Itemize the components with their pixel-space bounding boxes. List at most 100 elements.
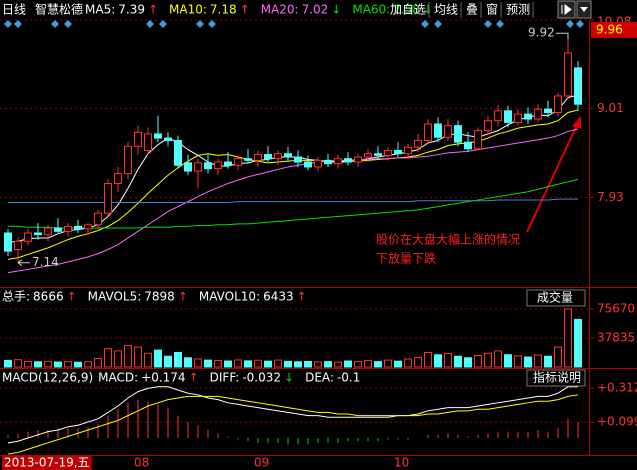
volume-bar <box>534 354 542 368</box>
volume-bar <box>294 361 302 368</box>
candle-body <box>54 227 62 232</box>
legend-trend: ↓ <box>284 371 294 385</box>
volume-bar <box>524 356 532 368</box>
event-marker[interactable] <box>484 20 492 28</box>
volume-bar <box>64 361 72 368</box>
legend-value: 7.02 <box>302 3 329 17</box>
volume-bar <box>274 359 282 368</box>
volume-bar <box>354 360 362 368</box>
panel-button-label[interactable]: 成交量 <box>537 290 573 305</box>
legend-value: +0.174 <box>141 371 185 385</box>
period[interactable]: 日线 <box>2 3 26 17</box>
candle-body <box>294 156 302 163</box>
panel-button[interactable] <box>526 289 586 307</box>
y-tick-label: 7.93 <box>597 190 624 204</box>
toolbar-button[interactable]: 预测 <box>506 3 530 17</box>
candle-body <box>244 158 252 161</box>
event-marker[interactable] <box>566 20 574 28</box>
candle-body <box>384 149 392 156</box>
volume-bar <box>214 359 222 368</box>
candle-body <box>394 149 402 155</box>
volume-bar <box>394 360 402 368</box>
event-marker[interactable] <box>14 20 22 28</box>
event-marker[interactable] <box>4 20 12 28</box>
legend-trend: ↓ <box>331 3 341 17</box>
candle-body <box>484 120 492 132</box>
event-marker[interactable] <box>496 20 504 28</box>
volume-bar <box>434 354 442 368</box>
legend-value: 7898 <box>144 290 175 304</box>
event-marker[interactable] <box>51 20 59 28</box>
x-tick-label: 2013-07-19,五 <box>4 456 90 470</box>
candle-body <box>274 153 282 160</box>
panel-button[interactable] <box>526 369 586 387</box>
event-marker[interactable] <box>196 20 204 28</box>
candle-body <box>134 131 142 147</box>
toolbar-button[interactable]: 均线 <box>434 3 458 17</box>
toolbar-button[interactable]: 加自选 <box>390 3 426 17</box>
candle-body <box>514 113 522 123</box>
candle-body <box>334 158 342 165</box>
volume-bar <box>74 361 82 368</box>
candle-body <box>184 162 192 172</box>
legend-value: 7.58 <box>393 3 420 17</box>
volume-bar <box>34 361 42 368</box>
event-marker[interactable] <box>208 20 216 28</box>
legend-name: 总手: <box>2 290 30 304</box>
panel-button-label[interactable]: 指标说明 <box>533 370 581 385</box>
toolbar-button[interactable]: 窗 <box>486 3 498 17</box>
candle-body <box>114 173 122 184</box>
legend-trend: ↑ <box>178 290 188 304</box>
legend-value: 7.39 <box>118 3 145 17</box>
volume-bar <box>204 359 212 368</box>
x-tick-label: 08 <box>134 456 149 470</box>
y-tick-label: 9.01 <box>597 101 624 115</box>
volume-bar <box>384 359 392 368</box>
candle-body <box>154 133 162 139</box>
legend-trend: ↑ <box>240 3 250 17</box>
indicator-line <box>7 394 579 455</box>
candle-body <box>344 158 352 163</box>
volume-bar <box>84 361 92 368</box>
candle-body <box>24 232 32 242</box>
volume-bar <box>104 348 112 368</box>
nav-buttons[interactable] <box>557 0 592 19</box>
candle-body <box>374 153 382 156</box>
volume-bar <box>164 355 172 368</box>
legend-name: MACD: <box>98 371 138 385</box>
indicator-line <box>8 178 579 229</box>
candle-body <box>364 153 372 158</box>
volume-bar <box>134 346 142 368</box>
scroll-icon <box>561 4 572 15</box>
legend-value: 6433 <box>263 290 294 304</box>
candle-body <box>14 240 22 251</box>
volume-bar <box>514 355 522 368</box>
candle-body <box>164 137 172 142</box>
max-price-pointer <box>556 32 569 40</box>
candle-body <box>214 161 222 170</box>
toolbar-button[interactable]: 叠 <box>466 3 478 17</box>
volume-bar <box>154 349 162 368</box>
x-tick-label: 09 <box>254 456 269 470</box>
event-marker[interactable] <box>64 20 72 28</box>
legend-name: MA5: <box>85 3 115 17</box>
candle-body <box>354 156 362 163</box>
candle-body <box>564 52 572 97</box>
event-marker[interactable] <box>434 20 442 28</box>
volume-bar <box>364 360 372 368</box>
legend-name: MA20: <box>261 3 299 17</box>
event-marker[interactable] <box>421 20 429 28</box>
event-marker[interactable] <box>146 20 154 28</box>
candle-body <box>84 224 92 230</box>
y-tick-label: +0.312 <box>597 381 637 395</box>
candle-body <box>554 95 562 113</box>
candle-body <box>324 159 332 165</box>
event-marker[interactable] <box>576 20 584 28</box>
candle-body <box>414 140 422 148</box>
volume-bar <box>224 360 232 368</box>
candle-body <box>64 225 72 232</box>
event-marker[interactable] <box>159 20 167 28</box>
candle-body <box>264 154 272 160</box>
